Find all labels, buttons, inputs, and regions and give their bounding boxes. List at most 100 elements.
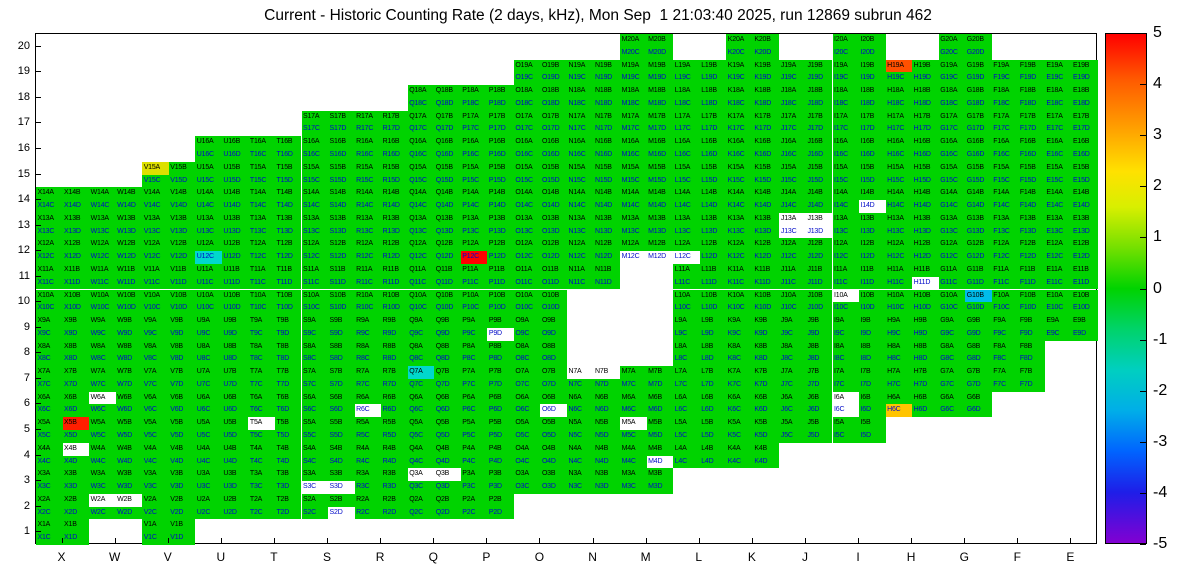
channel-S3B: S3B [328, 468, 355, 482]
channel-Q14C: Q14C [407, 200, 435, 213]
channel-N15B: N15B [593, 161, 621, 175]
channel-W6B: W6B [115, 391, 143, 405]
channel-U10D: U10D [221, 302, 249, 316]
channel-X5A: X5A [36, 417, 63, 431]
channel-N18D: N18D [593, 97, 621, 111]
channel-E14C: E14C [1044, 200, 1072, 213]
x-tickmark-H [911, 538, 913, 543]
channel-J7A: J7A [779, 366, 806, 379]
channel-S8A: S8A [301, 340, 329, 354]
detector-cell-P15: P15A P15B P15C P15D [460, 161, 514, 188]
channel-N17B: N17B [593, 110, 621, 124]
channel-X7C: X7C [36, 378, 63, 392]
channel-M5A: M5A [620, 417, 647, 431]
channel-O18A: O18A [513, 85, 541, 98]
y-tick-20: 20 [17, 39, 30, 52]
channel-I6D: I6D [859, 404, 886, 418]
detector-cell-J12: J12A J12B J12C J12D [779, 238, 833, 264]
channel-O10C: O10C [513, 302, 541, 316]
channel-M14C: M14C [620, 200, 647, 213]
channel-Q8A: Q8A [407, 340, 435, 354]
channel-N6C: N6C [567, 404, 594, 418]
detector-cell-W12: W12A W12B W12C W12D [89, 238, 143, 264]
channel-R2D: R2D [381, 506, 408, 520]
channel-Q13C: Q13C [407, 225, 435, 239]
channel-H18B: H18B [912, 85, 939, 98]
channel-V13C: V13C [142, 225, 169, 239]
channel-Q2A: Q2A [407, 493, 435, 507]
colorbar-tick--5: -5 [1153, 535, 1168, 552]
colorbar-tickmark--3 [1140, 441, 1146, 443]
detector-cell-N19: N19A N19B N19C N19D [567, 59, 621, 86]
channel-K13A: K13A [726, 212, 753, 226]
channel-R4C: R4C [354, 455, 382, 469]
detector-cell-R2: R2A R2B R2C R2D [354, 493, 408, 520]
detector-cell-U8: U8A U8B U8C U8D [195, 340, 249, 367]
channel-U11C: U11C [195, 276, 222, 290]
channel-H7A: H7A [885, 366, 913, 379]
channel-E16C: E16C [1044, 148, 1072, 162]
channel-T7B: T7B [274, 366, 302, 379]
detector-cell-O13: O13A O13B O13C O13D [513, 212, 567, 239]
channel-Q8C: Q8C [407, 353, 435, 367]
channel-K16A: K16A [726, 136, 753, 149]
channel-T5C: T5C [248, 430, 275, 443]
detector-cell-T15: T15A T15B T15C T15D [248, 161, 302, 188]
detector-cell-X11: X11A X11B X11C X11D [36, 263, 90, 290]
channel-S16B: S16B [328, 136, 355, 149]
detector-cell-U11: U11A U11B U11C U11D [195, 263, 249, 290]
channel-J17D: J17D [805, 123, 833, 137]
channel-L11D: L11D [699, 276, 727, 290]
channel-L13C: L13C [673, 225, 700, 239]
x-tickmark-Q [433, 538, 435, 543]
channel-Q14B: Q14B [434, 187, 461, 201]
channel-K20B: K20B [752, 34, 780, 47]
channel-G20B: G20B [965, 34, 992, 47]
detector-cell-W13: W13A W13B W13C W13D [89, 212, 143, 239]
detector-cell-Q9: Q9A Q9B Q9C Q9D [407, 315, 461, 341]
channel-T7A: T7A [248, 366, 275, 379]
channel-O3A: O3A [513, 468, 541, 482]
channel-M15B: M15B [646, 161, 674, 175]
channel-E11A: E11A [1044, 263, 1072, 277]
channel-M3C: M3C [620, 481, 647, 494]
channel-O6D: O6D [540, 404, 567, 418]
channel-P6D: P6D [487, 404, 514, 418]
channel-M17D: M17D [646, 123, 674, 137]
detector-cell-K10: K10A K10B K10C K10D [726, 289, 780, 316]
channel-H15B: H15B [912, 161, 939, 175]
channel-X6D: X6D [62, 404, 90, 418]
channel-M13A: M13A [620, 212, 647, 226]
detector-cell-J15: J15A J15B J15C J15D [779, 161, 833, 188]
channel-H16A: H16A [885, 136, 913, 149]
channel-V8C: V8C [142, 353, 169, 367]
detector-cell-N13: N13A N13B N13C N13D [567, 212, 621, 239]
channel-P5D: P5D [487, 430, 514, 443]
channel-K11C: K11C [726, 276, 753, 290]
colorbar-tick-0: 0 [1153, 279, 1162, 297]
detector-cell-J13: J13A J13B J13C J13D [779, 212, 833, 239]
channel-F11B: F11B [1018, 263, 1045, 277]
channel-K6A: K6A [726, 391, 753, 405]
channel-T8D: T8D [274, 353, 302, 367]
detector-cell-L18: L18A L18B L18C L18D [673, 85, 727, 111]
channel-I18C: I18C [832, 97, 860, 111]
y-tickmark-5 [36, 429, 41, 431]
channel-T15C: T15C [248, 174, 275, 188]
detector-cell-X8: X8A X8B X8C X8D [36, 340, 90, 367]
channel-L12D: L12D [699, 251, 727, 264]
colorbar-tick-5: 5 [1153, 24, 1162, 41]
channel-G20C: G20C [938, 46, 966, 60]
channel-K18B: K18B [752, 85, 780, 98]
x-tickmark-O [539, 538, 541, 543]
x-tickmark-K [751, 538, 753, 543]
channel-T12D: T12D [274, 251, 302, 264]
channel-P10C: P10C [460, 302, 488, 316]
y-tick-13: 13 [17, 218, 30, 231]
detector-cell-H7: H7A H7B H7C H7D [885, 366, 939, 392]
channel-N7C: N7C [567, 378, 594, 392]
channel-K14B: K14B [752, 187, 780, 201]
channel-U7C: U7C [195, 378, 222, 392]
channel-R13A: R13A [354, 212, 382, 226]
detector-cell-P5: P5A P5B P5C P5D [460, 417, 514, 443]
